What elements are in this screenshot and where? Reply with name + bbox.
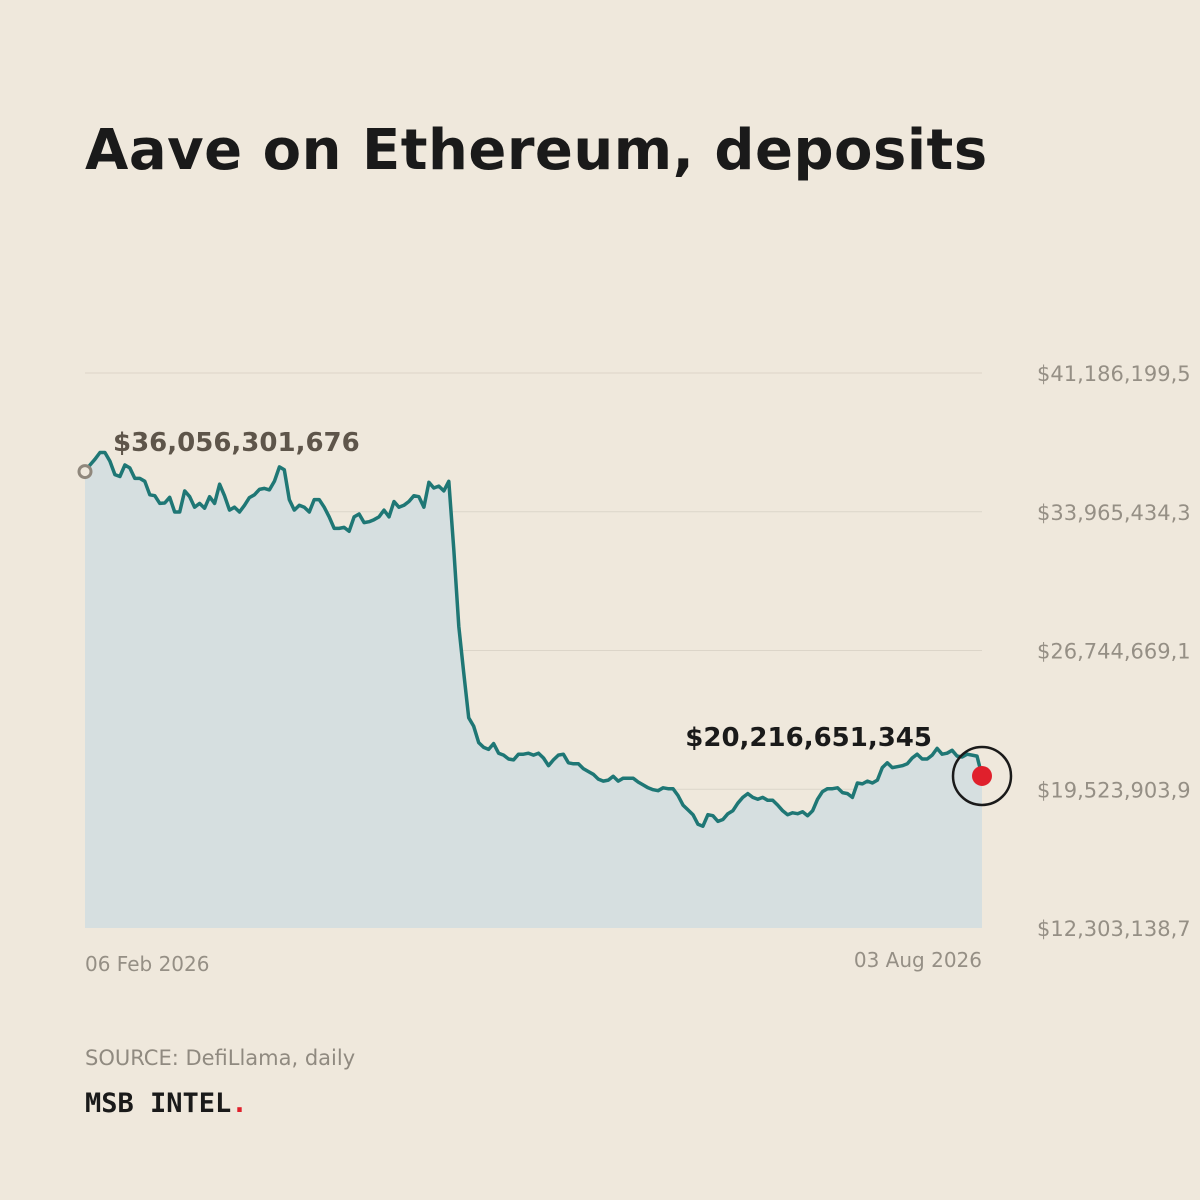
brand-logo: MSB INTEL. — [85, 1088, 248, 1119]
start-value-label: $36,056,301,676 — [113, 428, 360, 458]
y-tick-label: $19,523,903,9 — [1037, 778, 1191, 802]
source-note: SOURCE: DefiLlama, daily — [85, 1046, 356, 1070]
brand-name: MSB INTEL — [85, 1088, 232, 1119]
start-point-marker — [77, 464, 93, 480]
y-tick-label: $41,186,199,5 — [1037, 362, 1191, 386]
y-tick-label: $33,965,434,3 — [1037, 501, 1191, 525]
x-tick-label-end: 03 Aug 2026 — [854, 948, 982, 972]
y-axis-ticks: $41,186,199,5 $33,965,434,3 $26,744,669,1 $… — [1037, 362, 1191, 941]
x-tick-label-start: 06 Feb 2026 — [85, 952, 209, 976]
chart-title: Aave on Ethereum, deposits — [85, 118, 988, 183]
end-value-label: $20,216,651,345 — [685, 723, 932, 753]
series-area — [85, 452, 982, 928]
brand-dot: . — [231, 1088, 248, 1119]
y-tick-label: $12,303,138,7 — [1037, 917, 1191, 941]
end-point-marker — [972, 765, 992, 786]
y-tick-label: $26,744,669,1 — [1037, 640, 1191, 664]
series-line — [83, 450, 984, 828]
end-point-highlight-ring — [951, 745, 1013, 807]
